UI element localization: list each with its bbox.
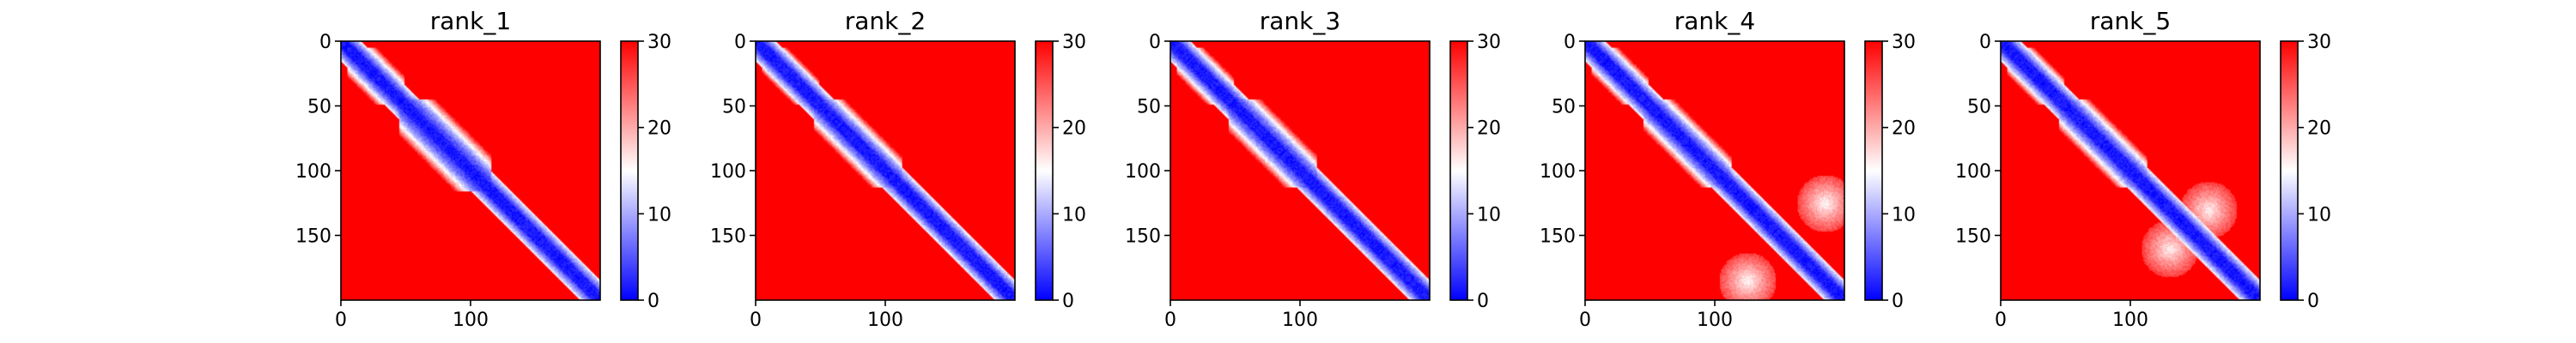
colorbar-frame (1035, 40, 1054, 301)
panel-title: rank_2 (845, 7, 926, 35)
heatmap-panel-1: rank_1 0 100 0 50 100 150 0 10 20 30 (295, 7, 671, 331)
colorbar-tick-label: 30 (1892, 32, 1916, 53)
heatmap-panel-3: rank_3 0 100 0 50 100 150 0 10 20 30 (1125, 7, 1501, 331)
colorbar-frame (2280, 40, 2299, 301)
heatmap-image (2001, 41, 2260, 300)
colorbar-frame (620, 40, 639, 301)
heatmap-panel-4: rank_4 0 100 0 50 100 150 0 10 20 30 (1540, 7, 1916, 331)
x-tick-label: 100 (1282, 310, 1318, 331)
x-tick-label: 0 (335, 310, 347, 331)
colorbar-tick-label: 10 (2307, 204, 2331, 226)
y-tick-label: 150 (1955, 226, 1991, 248)
y-tick-label: 50 (1552, 97, 1576, 118)
y-tick-label: 0 (1149, 32, 1161, 53)
y-tick-label: 100 (295, 161, 331, 183)
y-tick-label: 100 (1540, 161, 1576, 183)
x-tick-label: 0 (750, 310, 762, 331)
colorbar-tick-label: 0 (1892, 291, 1904, 312)
colorbar-tick-label: 10 (1892, 204, 1916, 226)
colorbar-tick-label: 0 (1477, 291, 1489, 312)
y-tick-label: 0 (319, 32, 331, 53)
colorbar (1036, 41, 1053, 300)
colorbar-tick-label: 20 (1477, 118, 1501, 140)
heatmap-image (1170, 41, 1430, 300)
x-tick-label: 100 (453, 310, 489, 331)
y-tick-label: 100 (710, 161, 746, 183)
colorbar-tick-label: 20 (647, 118, 671, 140)
colorbar-tick-label: 30 (1477, 32, 1501, 53)
x-tick-label: 100 (1697, 310, 1733, 331)
y-tick-label: 50 (722, 97, 746, 118)
x-tick-label: 100 (867, 310, 903, 331)
colorbar-tick-label: 10 (647, 204, 671, 226)
y-tick-label: 100 (1125, 161, 1161, 183)
colorbar (1865, 41, 1882, 300)
y-tick-label: 150 (1125, 226, 1161, 248)
colorbar-tick-label: 30 (2307, 32, 2331, 53)
y-tick-label: 50 (1967, 97, 1991, 118)
y-tick-label: 50 (307, 97, 331, 118)
y-tick-label: 150 (1540, 226, 1576, 248)
x-tick-label: 0 (1579, 310, 1591, 331)
x-tick-label: 0 (1164, 310, 1176, 331)
y-tick-label: 150 (710, 226, 746, 248)
colorbar (1450, 41, 1467, 300)
heatmap-panel-2: rank_2 0 100 0 50 100 150 0 10 20 30 (710, 7, 1086, 331)
colorbar-tick-label: 0 (2307, 291, 2319, 312)
colorbar-tick-label: 20 (1062, 118, 1086, 140)
colorbar-frame (1864, 40, 1883, 301)
panel-title: rank_4 (1674, 7, 1755, 35)
panel-title: rank_3 (1260, 7, 1340, 35)
colorbar-tick-label: 20 (1892, 118, 1916, 140)
heatmap-panel-5: rank_5 0 100 0 50 100 150 0 10 20 30 (1955, 7, 2331, 331)
colorbar-tick-label: 30 (1062, 32, 1086, 53)
colorbar-frame (1449, 40, 1468, 301)
heatmap-image (756, 41, 1015, 300)
panel-title: rank_1 (430, 7, 511, 35)
colorbar-tick-label: 10 (1062, 204, 1086, 226)
y-tick-label: 0 (1979, 32, 1991, 53)
y-tick-label: 150 (295, 226, 331, 248)
colorbar (621, 41, 638, 300)
colorbar-tick-label: 0 (1062, 291, 1074, 312)
colorbar-tick-label: 20 (2307, 118, 2331, 140)
y-tick-label: 0 (734, 32, 746, 53)
panel-title: rank_5 (2090, 7, 2171, 35)
x-tick-label: 100 (2112, 310, 2148, 331)
heatmap-image (1585, 41, 1844, 300)
heatmap-image (341, 41, 600, 300)
y-tick-label: 0 (1564, 32, 1576, 53)
colorbar (2281, 41, 2298, 300)
x-tick-label: 0 (1995, 310, 2007, 331)
colorbar-tick-label: 10 (1477, 204, 1501, 226)
colorbar-tick-label: 0 (647, 291, 659, 312)
y-tick-label: 100 (1955, 161, 1991, 183)
y-tick-label: 50 (1137, 97, 1161, 118)
colorbar-tick-label: 30 (647, 32, 671, 53)
